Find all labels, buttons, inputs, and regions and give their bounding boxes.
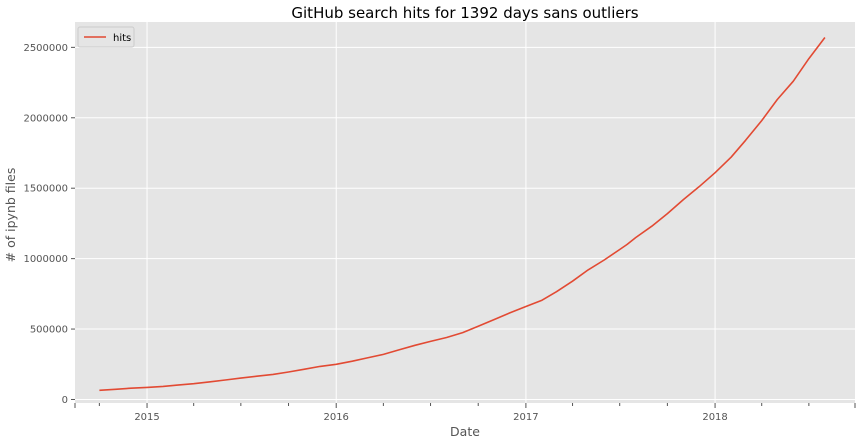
- series-line-hits: [99, 37, 826, 392]
- axis-ticks: 0 500000 1000000 1500000 2000000 2500000 2015 2…: [23, 43, 856, 423]
- y-tick-label: 2000000: [23, 113, 68, 124]
- y-tick-label: 1000000: [23, 254, 68, 265]
- x-tick-label: 2017: [513, 412, 538, 423]
- y-tick-label: 500000: [30, 325, 68, 336]
- y-tick-label: 1500000: [23, 184, 68, 195]
- y-tick-label: 0: [62, 395, 68, 406]
- x-tick-label: 2016: [323, 412, 348, 423]
- chart-title: GitHub search hits for 1392 days sans ou…: [291, 4, 638, 22]
- legend: hits: [77, 26, 135, 48]
- legend-label-hits: hits: [113, 33, 131, 44]
- x-axis-label: Date: [450, 424, 480, 439]
- x-tick-label: 2018: [702, 412, 727, 423]
- x-tick-label: 2015: [134, 412, 159, 423]
- y-axis-label: # of ipynb files: [3, 168, 18, 263]
- series-layer: [99, 37, 826, 392]
- y-tick-label: 2500000: [23, 43, 68, 54]
- plot-area: [75, 22, 855, 403]
- grid-lines: [75, 22, 855, 403]
